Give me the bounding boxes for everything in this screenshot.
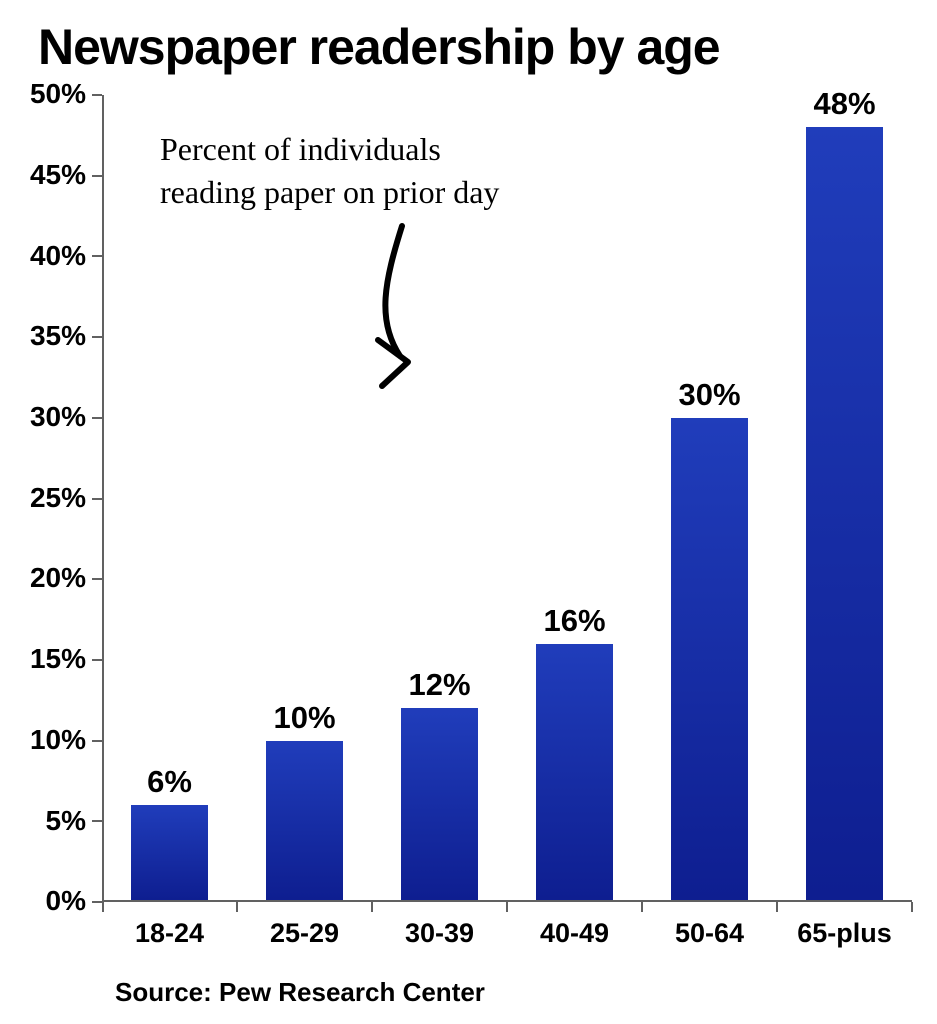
annotation-text: Percent of individuals reading paper on … bbox=[160, 128, 499, 214]
y-tick bbox=[92, 255, 102, 257]
x-tick bbox=[371, 902, 373, 912]
y-axis-label: 0% bbox=[46, 885, 86, 917]
y-tick bbox=[92, 175, 102, 177]
y-axis-label: 45% bbox=[30, 159, 86, 191]
y-axis-label: 25% bbox=[30, 482, 86, 514]
y-axis-label: 30% bbox=[30, 401, 86, 433]
y-axis-label: 40% bbox=[30, 240, 86, 272]
y-tick bbox=[92, 498, 102, 500]
annotation-arrow-icon bbox=[340, 220, 480, 390]
x-axis-label: 50-64 bbox=[642, 918, 777, 949]
bar-value-label: 10% bbox=[237, 700, 372, 736]
chart-title: Newspaper readership by age bbox=[38, 18, 720, 76]
y-tick bbox=[92, 740, 102, 742]
y-tick bbox=[92, 578, 102, 580]
bar-value-label: 30% bbox=[642, 377, 777, 413]
bar bbox=[536, 644, 613, 900]
x-axis-label: 65-plus bbox=[777, 918, 912, 949]
y-tick bbox=[92, 94, 102, 96]
y-axis-label: 15% bbox=[30, 643, 86, 675]
bar-value-label: 16% bbox=[507, 603, 642, 639]
x-axis-label: 40-49 bbox=[507, 918, 642, 949]
y-tick bbox=[92, 659, 102, 661]
y-axis-label: 20% bbox=[30, 562, 86, 594]
bar-value-label: 12% bbox=[372, 667, 507, 703]
y-axis-label: 5% bbox=[46, 805, 86, 837]
bar bbox=[266, 741, 343, 900]
bar bbox=[806, 127, 883, 900]
x-tick bbox=[506, 902, 508, 912]
x-tick bbox=[911, 902, 913, 912]
x-axis-label: 30-39 bbox=[372, 918, 507, 949]
y-tick bbox=[92, 901, 102, 903]
x-tick bbox=[776, 902, 778, 912]
y-axis-label: 35% bbox=[30, 320, 86, 352]
y-tick bbox=[92, 336, 102, 338]
y-axis-label: 50% bbox=[30, 78, 86, 110]
x-tick bbox=[102, 902, 104, 912]
y-tick bbox=[92, 417, 102, 419]
y-axis-label: 10% bbox=[30, 724, 86, 756]
x-tick bbox=[641, 902, 643, 912]
x-tick bbox=[236, 902, 238, 912]
bar-value-label: 6% bbox=[102, 764, 237, 800]
bar bbox=[401, 708, 478, 900]
x-axis-label: 18-24 bbox=[102, 918, 237, 949]
bar-value-label: 48% bbox=[777, 86, 912, 122]
source-text: Source: Pew Research Center bbox=[115, 977, 485, 1008]
y-tick bbox=[92, 820, 102, 822]
x-axis-label: 25-29 bbox=[237, 918, 372, 949]
bar bbox=[671, 418, 748, 900]
bar bbox=[131, 805, 208, 900]
